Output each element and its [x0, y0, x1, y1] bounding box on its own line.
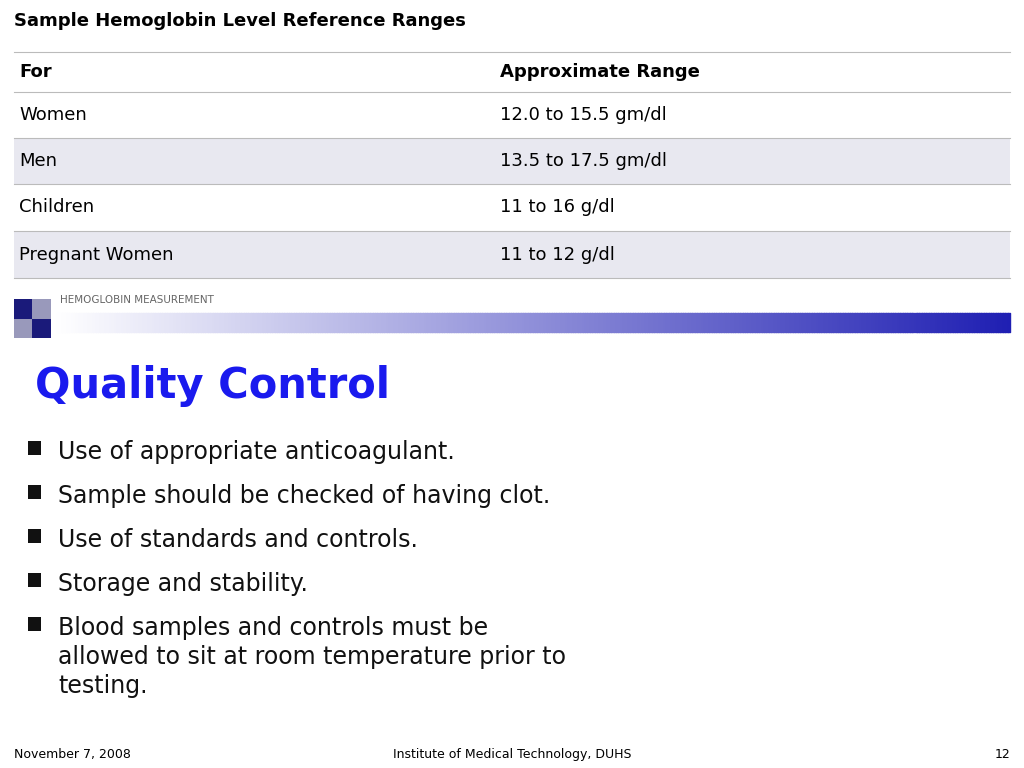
Text: 12.0 to 15.5 gm/dl: 12.0 to 15.5 gm/dl	[501, 106, 667, 124]
Text: Men: Men	[19, 152, 57, 170]
Text: 11 to 12 g/dl: 11 to 12 g/dl	[501, 246, 615, 263]
Bar	[14, 319, 33, 338]
Bar	[14, 300, 33, 319]
Bar	[14, 138, 1010, 184]
Bar	[28, 485, 41, 498]
Bar	[28, 442, 41, 455]
Text: Pregnant Women: Pregnant Women	[19, 246, 174, 263]
Text: Use of standards and controls.: Use of standards and controls.	[58, 528, 418, 552]
Text: Institute of Medical Technology, DUHS: Institute of Medical Technology, DUHS	[393, 748, 631, 761]
Text: For: For	[19, 63, 52, 81]
Text: 13.5 to 17.5 gm/dl: 13.5 to 17.5 gm/dl	[501, 152, 668, 170]
Text: 11 to 16 g/dl: 11 to 16 g/dl	[501, 198, 615, 217]
Bar	[14, 92, 1010, 138]
Bar	[14, 231, 1010, 278]
Text: Children: Children	[19, 198, 94, 217]
Bar	[28, 617, 41, 631]
Bar	[14, 52, 1010, 92]
Text: 12: 12	[994, 748, 1010, 761]
Text: HEMOGLOBIN MEASUREMENT: HEMOGLOBIN MEASUREMENT	[60, 295, 214, 305]
Text: Sample Hemoglobin Level Reference Ranges: Sample Hemoglobin Level Reference Ranges	[14, 12, 466, 30]
Text: November 7, 2008: November 7, 2008	[14, 748, 131, 761]
Text: Use of appropriate anticoagulant.: Use of appropriate anticoagulant.	[58, 440, 455, 464]
Text: Quality Control: Quality Control	[35, 365, 390, 407]
Bar	[33, 300, 51, 319]
Bar	[14, 184, 1010, 231]
Text: Approximate Range: Approximate Range	[501, 63, 700, 81]
Text: Blood samples and controls must be
allowed to sit at room temperature prior to
t: Blood samples and controls must be allow…	[58, 616, 566, 697]
Text: Storage and stability.: Storage and stability.	[58, 572, 308, 596]
Bar	[28, 529, 41, 543]
Bar	[28, 574, 41, 587]
Text: Women: Women	[19, 106, 87, 124]
Text: Sample should be checked of having clot.: Sample should be checked of having clot.	[58, 484, 550, 508]
Bar	[33, 319, 51, 338]
